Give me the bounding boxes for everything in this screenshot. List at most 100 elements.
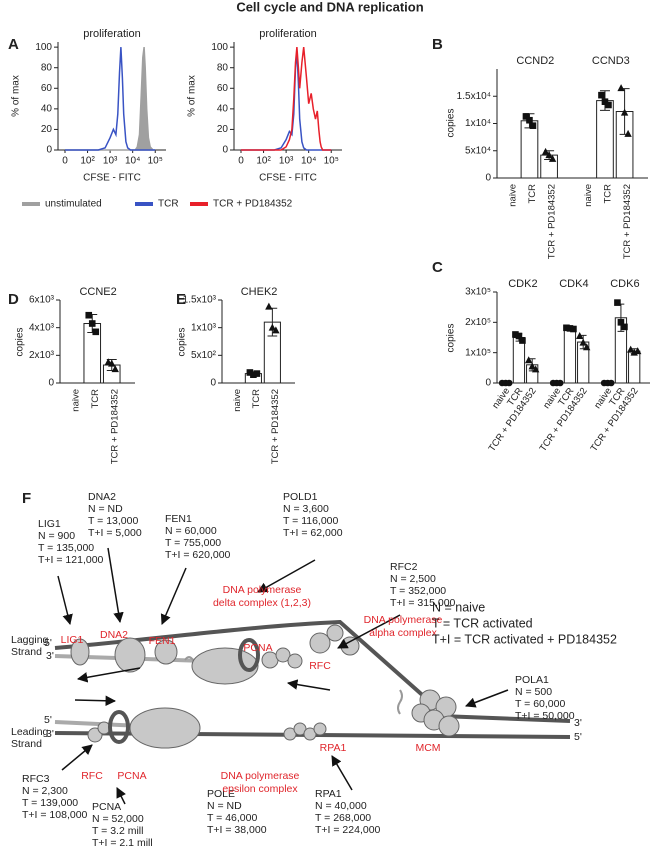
y-tick-label: 0: [48, 378, 54, 389]
y-axis-label: % of max: [11, 75, 22, 117]
replicate-point: [617, 84, 625, 92]
y-tick-label: 6x10³: [29, 295, 55, 306]
replicate-point: [88, 320, 96, 327]
mcm-shape: [438, 715, 460, 737]
strand-end: 5': [44, 637, 52, 649]
bar: [563, 327, 577, 384]
replicate-point: [579, 338, 587, 346]
pointer-arrow: [160, 567, 187, 625]
strand-end: 3': [46, 728, 54, 740]
strand-end: 3': [46, 650, 54, 662]
replicate-point: [512, 331, 519, 338]
series-line: [241, 52, 332, 151]
group-label: CCND3: [592, 55, 630, 67]
annotation-line: T = 13,000: [88, 515, 138, 527]
replicate-point: [621, 323, 628, 331]
annotation-line: T+I = 2.1 mill: [92, 837, 153, 849]
pointer-arrow: [331, 755, 353, 791]
replicate-point: [92, 328, 100, 336]
component-label: DNA polymerase: [221, 770, 300, 782]
replicate-point: [528, 362, 536, 370]
replicate-point: [526, 116, 533, 124]
annotation-line: T = 116,000: [283, 515, 339, 527]
replicate-point: [617, 319, 625, 326]
annotation-name: POLD1: [283, 491, 318, 503]
x-axis-label: CFSE - FITC: [83, 173, 141, 184]
x-tick-label: 10²: [80, 156, 95, 167]
lagging-template: [54, 619, 430, 702]
parental-duplex: [439, 714, 571, 723]
replicate-point: [607, 379, 615, 387]
strand-label: Leading: [11, 726, 49, 738]
y-tick-label: 20: [217, 124, 229, 135]
annotation-line: T = 352,000: [390, 585, 446, 597]
x-tick-label: TCR + PD184352: [622, 184, 633, 259]
component-label: FEN1: [149, 635, 176, 647]
replicate-point: [85, 311, 93, 319]
pol-alpha-shape: [340, 636, 360, 656]
group-label: CDK6: [610, 278, 639, 290]
annotation-name: PCNA: [92, 801, 121, 813]
legend-label: TCR + PD184352: [213, 199, 293, 210]
replicate-point: [253, 370, 261, 377]
annotation-line: T = 268,000: [315, 812, 371, 824]
panel-letter: A: [8, 36, 19, 53]
legend-label: unstimulated: [45, 199, 102, 210]
y-tick-label: 80: [41, 62, 53, 73]
annotation-line: T+I = 5,000: [88, 527, 142, 539]
x-tick-label: TCR: [251, 389, 262, 409]
pointer-arrow: [61, 744, 93, 771]
x-tick-label: TCR + PD184352: [270, 389, 281, 464]
component-label: MCM: [415, 742, 440, 754]
y-tick-label: 0: [485, 173, 491, 184]
bar: [520, 120, 539, 179]
replicate-point: [524, 356, 533, 364]
annotation-line: T+I = 108,000: [22, 809, 88, 821]
replicate-point: [268, 323, 277, 331]
annotation-line: N = 500: [515, 686, 552, 698]
group-label: CCND2: [516, 55, 554, 67]
panel-letter: C: [432, 259, 443, 276]
chart-title: proliferation: [83, 28, 140, 40]
replicate-point: [545, 151, 553, 159]
annotation-line: N = 52,000: [92, 813, 144, 825]
annotation-line: T+I = 50,000: [515, 710, 575, 722]
y-tick-label: 0: [210, 378, 216, 389]
y-tick-label: 100: [211, 42, 228, 53]
y-tick-label: 40: [41, 103, 53, 114]
replicate-point: [108, 359, 116, 367]
y-axis-label: copies: [446, 324, 457, 353]
annotation-name: RPA1: [315, 788, 342, 800]
y-tick-label: 0: [222, 145, 228, 156]
x-tick-label: naive: [507, 184, 518, 207]
y-tick-label: 1.5x10³: [183, 295, 217, 306]
y-axis-label: % of max: [187, 75, 198, 117]
annotation-line: T = 3.2 mill: [92, 825, 143, 837]
strand-label: Strand: [11, 646, 42, 658]
component-label: DNA2: [100, 629, 128, 641]
fen1-shape: [154, 639, 178, 665]
annotation-name: DNA2: [88, 491, 116, 503]
replicate-point: [272, 326, 280, 334]
annotation-line: N = 40,000: [315, 800, 367, 812]
annotation-line: N = 60,000: [165, 525, 217, 537]
pointer-arrow: [57, 575, 73, 626]
series-line: [241, 47, 332, 151]
key-line: N = naive: [432, 600, 485, 614]
y-tick-label: 2x10³: [29, 350, 55, 361]
rfc-shape: [275, 647, 291, 663]
y-tick-label: 60: [41, 83, 53, 94]
pointer-arrow: [257, 559, 316, 593]
annotation-line: N = 900: [38, 530, 75, 542]
y-tick-label: 0: [46, 145, 52, 156]
y-tick-label: 5x10²: [191, 350, 217, 361]
replicate-point: [505, 379, 513, 387]
chart-title: proliferation: [259, 28, 316, 40]
primer: [397, 689, 403, 715]
pol-alpha-shape: [326, 624, 344, 642]
replicate-point: [633, 347, 642, 355]
direction-arrow: [286, 679, 331, 691]
replicate-point: [515, 332, 523, 340]
component-label: epsilon complex: [222, 783, 298, 795]
